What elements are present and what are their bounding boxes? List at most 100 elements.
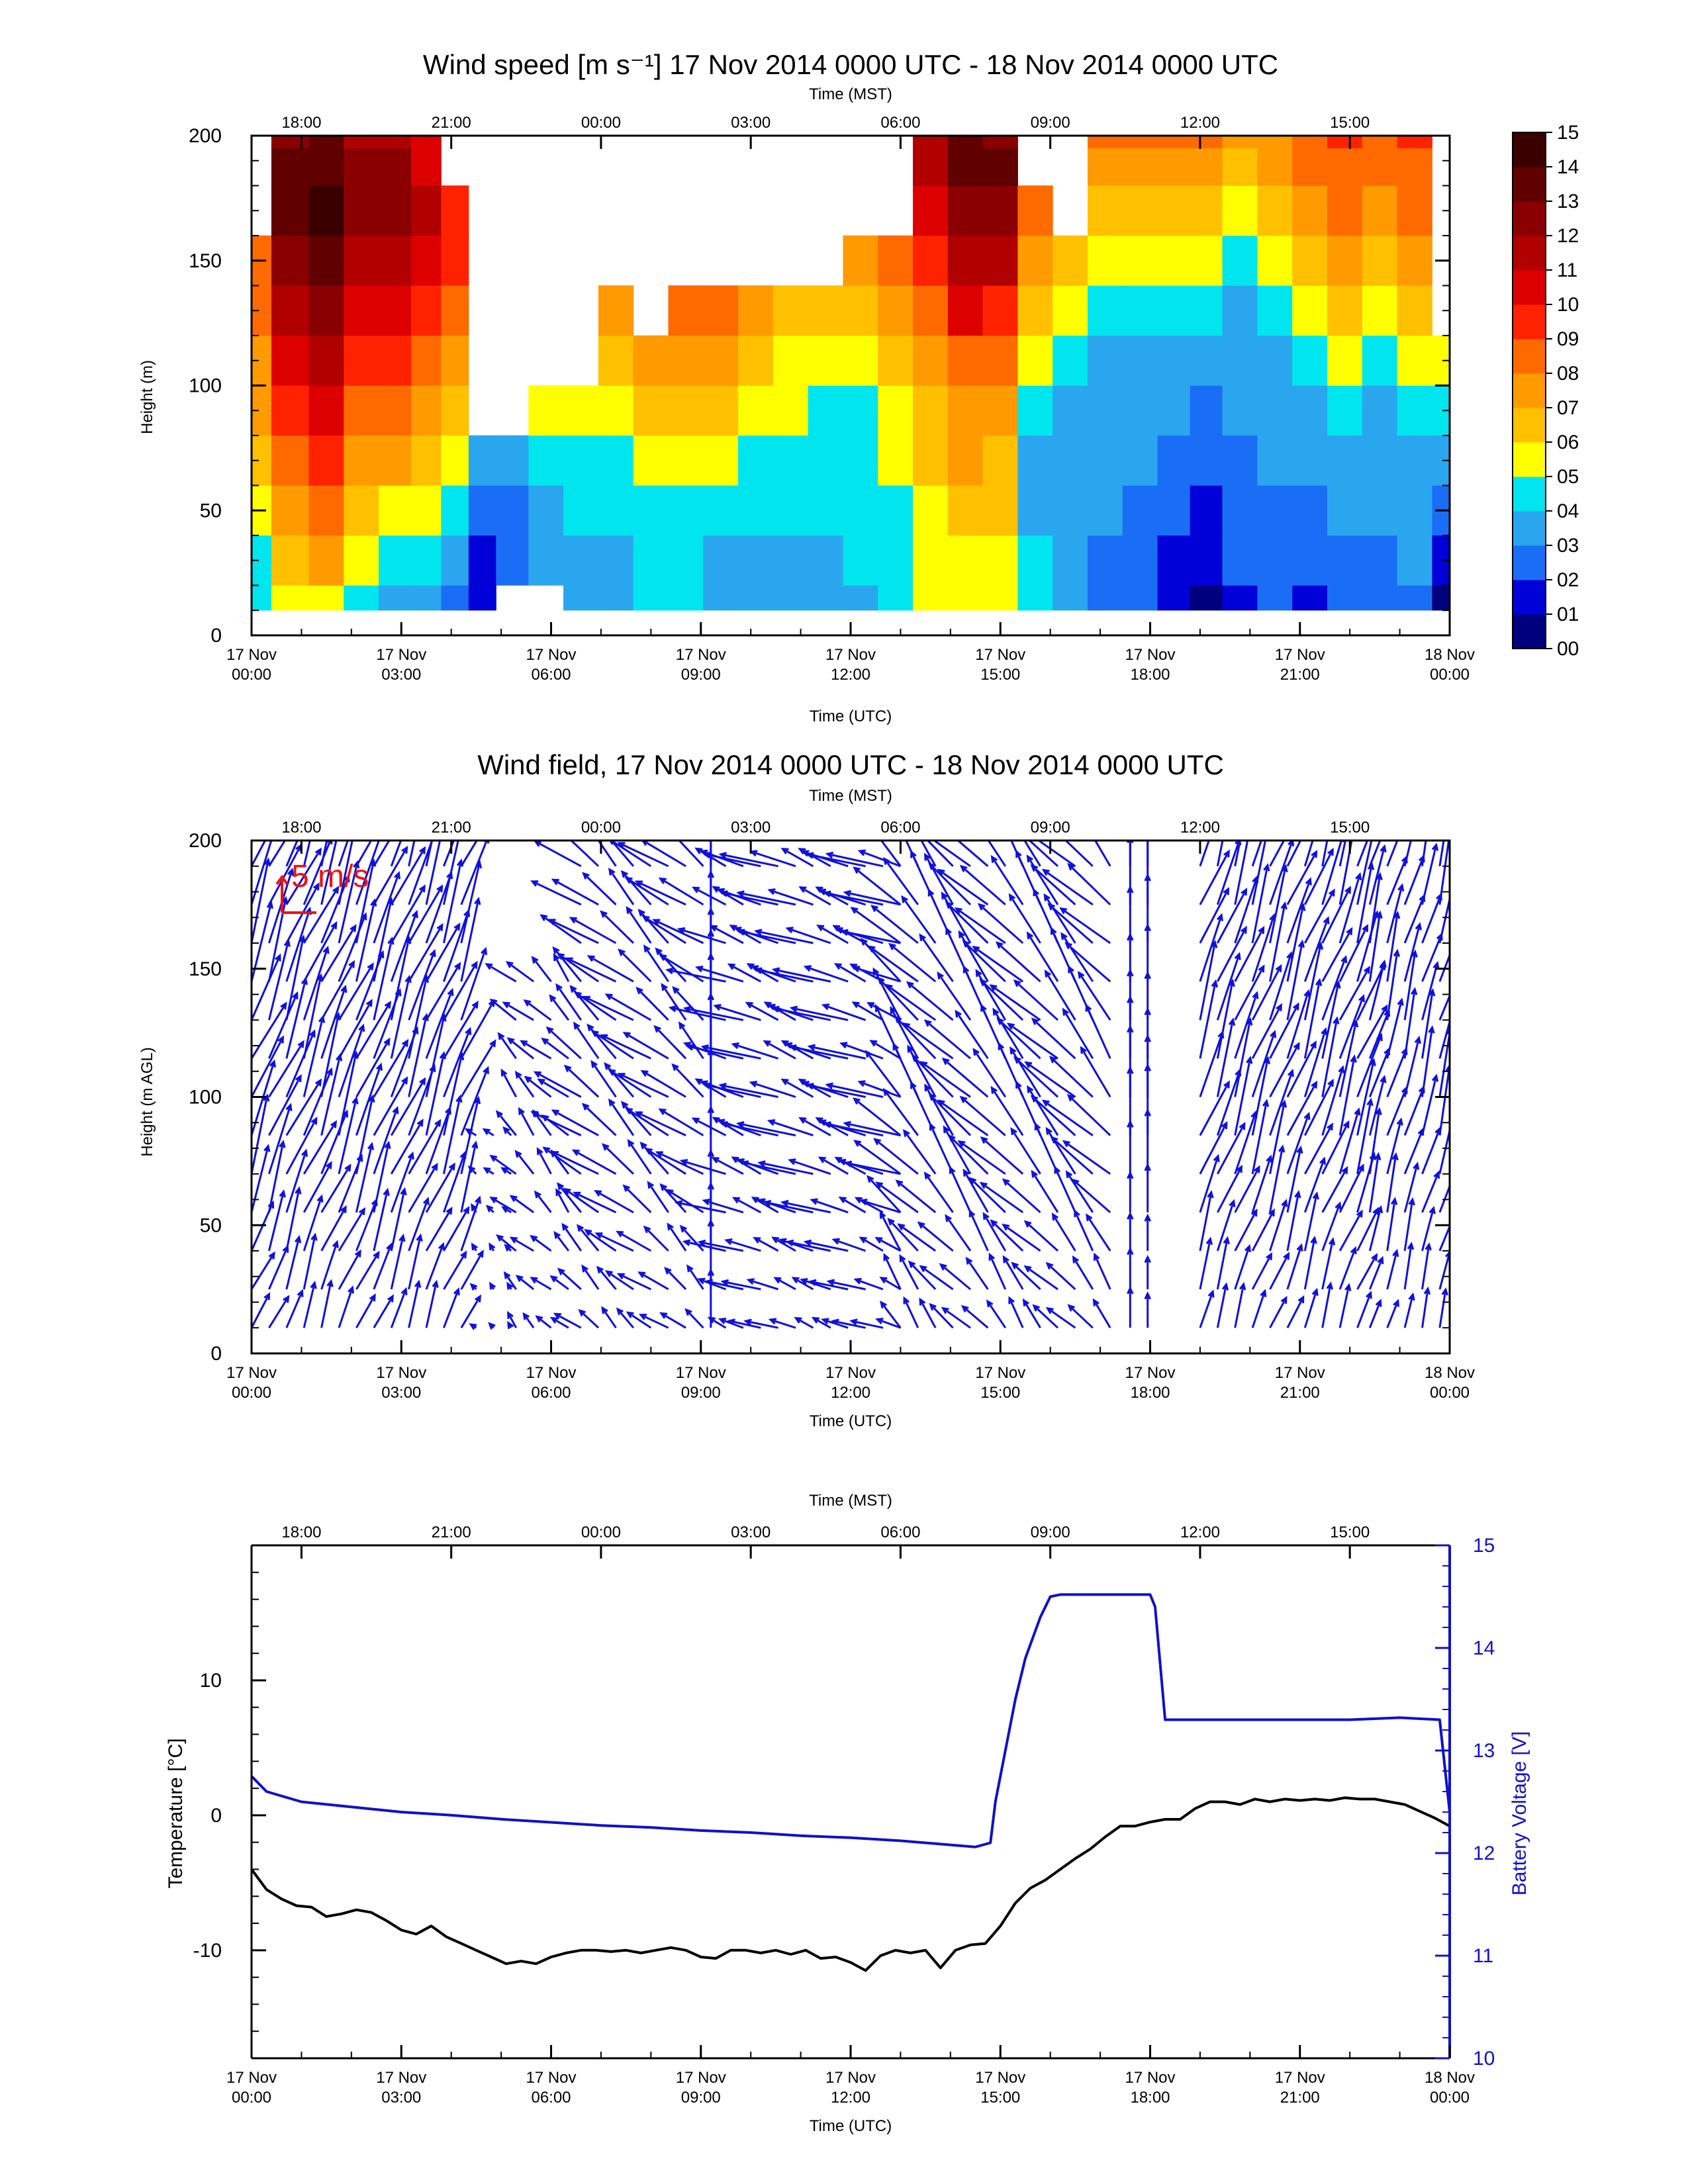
wind-vector (805, 852, 866, 868)
wind-vector (962, 1168, 989, 1213)
wind-vector (803, 965, 849, 983)
wind-vector (1286, 989, 1311, 1059)
wind-speed-cell (738, 385, 774, 436)
wind-vector (1216, 1199, 1236, 1251)
wind-vector (1286, 1145, 1303, 1213)
wind-field-panel: Wind field, 17 Nov 2014 0000 UTC - 18 No… (138, 749, 1475, 1430)
wind-vector (1286, 939, 1305, 1021)
wind-vector (1216, 1122, 1246, 1175)
wind-vector (390, 1151, 414, 1213)
wind-vector (537, 1078, 569, 1098)
wind-vector (902, 1022, 954, 1060)
wind-vector (691, 886, 727, 906)
wind-speed-cell (598, 435, 634, 486)
wind-vector (338, 1285, 355, 1328)
temperature-utc-tick-time: 06:00 (531, 2089, 571, 2107)
wind-vector (285, 841, 299, 867)
wind-vector (1031, 1017, 1076, 1060)
wind-vector (754, 967, 814, 983)
wind-vector (1064, 942, 1111, 983)
wind-vector (763, 1200, 814, 1214)
battery-y-tick-label: 13 (1473, 1740, 1495, 1762)
wind-speed-cell (633, 335, 669, 386)
wind-vector (990, 854, 1024, 905)
wind-vector (1127, 1211, 1134, 1251)
wind-speed-cell (344, 335, 379, 386)
wind-speed-cell (1053, 485, 1088, 536)
wind-vector (798, 1116, 831, 1136)
wind-speed-cell (411, 285, 442, 336)
wind-vector (843, 1160, 901, 1175)
wind-vector (1269, 1199, 1288, 1251)
temperature-utc-tick-time: 18:00 (1130, 2089, 1170, 2107)
wind-speed-cell (1257, 485, 1293, 536)
wind-speed-cell (913, 535, 949, 586)
wind-vector (1338, 1163, 1364, 1213)
wind-vector (664, 1267, 687, 1291)
colorbar-label: 09 (1557, 328, 1579, 350)
wind-speed-cell (843, 335, 878, 386)
wind-speed-cell (598, 485, 634, 536)
wind-vector (780, 847, 814, 868)
wind-vector (875, 1318, 901, 1329)
wind-vector (390, 909, 418, 982)
wind-vector (578, 1308, 600, 1329)
wind-speed-cell (1362, 435, 1398, 486)
wind-vector (563, 1187, 599, 1214)
wind-field-y-tick-label: 200 (189, 830, 222, 852)
wind-vector (1199, 1289, 1215, 1328)
wind-speed-cell (1327, 185, 1363, 236)
wind-vector (390, 1077, 426, 1136)
wind-vector (373, 1294, 395, 1329)
wind-vector (1403, 922, 1422, 982)
wind-vector (894, 1015, 937, 1060)
wind-speed-utc-tick-date: 18 Nov (1425, 646, 1475, 664)
wind-speed-cell (1292, 485, 1328, 536)
colorbar-swatch (1513, 511, 1546, 546)
wind-vector (1368, 841, 1382, 867)
wind-speed-cell (598, 585, 634, 611)
colorbar-label: 04 (1557, 500, 1579, 522)
wind-speed-cell (913, 185, 949, 236)
wind-vector (582, 995, 634, 1021)
wind-vector (594, 1232, 634, 1252)
wind-vector (1421, 1025, 1435, 1097)
wind-vector (467, 1165, 477, 1175)
wind-vector (1002, 1223, 1041, 1252)
wind-vector (700, 1044, 761, 1060)
wind-speed-cell (808, 335, 843, 386)
wind-vector (1251, 841, 1263, 867)
wind-vector (1286, 1080, 1318, 1136)
wind-vector (425, 1162, 455, 1213)
wind-vector (505, 961, 534, 983)
wind-speed-cell (1292, 285, 1328, 336)
wind-vector (520, 1040, 552, 1060)
wind-vector (816, 925, 849, 944)
wind-vector (1026, 1085, 1059, 1136)
wind-field-y-tick-label: 0 (211, 1343, 222, 1365)
wind-vector (831, 1238, 867, 1252)
wind-vector (980, 1136, 1024, 1175)
wind-vector (600, 1034, 651, 1060)
wind-vector (958, 930, 989, 982)
wind-vector (1321, 841, 1329, 867)
wind-speed-cell (1397, 585, 1432, 611)
wind-vector (1234, 841, 1241, 867)
wind-speed-cell (1327, 135, 1363, 149)
colorbar-label: 10 (1557, 294, 1579, 316)
wind-speed-utc-tick-date: 17 Nov (526, 646, 576, 664)
wind-vector (753, 1237, 779, 1252)
wind-vector (1251, 1154, 1273, 1213)
wind-vector (488, 1322, 496, 1330)
wind-vector (1234, 925, 1265, 982)
wind-vector (338, 1096, 359, 1175)
wind-vector (1321, 1120, 1350, 1175)
wind-vector (514, 1150, 535, 1175)
wind-vector (514, 1070, 535, 1098)
wind-speed-utc-tick-date: 17 Nov (1125, 646, 1175, 664)
wind-vector (1050, 1136, 1094, 1175)
wind-vector (443, 960, 478, 1021)
wind-vector (408, 1197, 430, 1251)
wind-vector (303, 1194, 324, 1251)
wind-vector (1368, 872, 1383, 944)
